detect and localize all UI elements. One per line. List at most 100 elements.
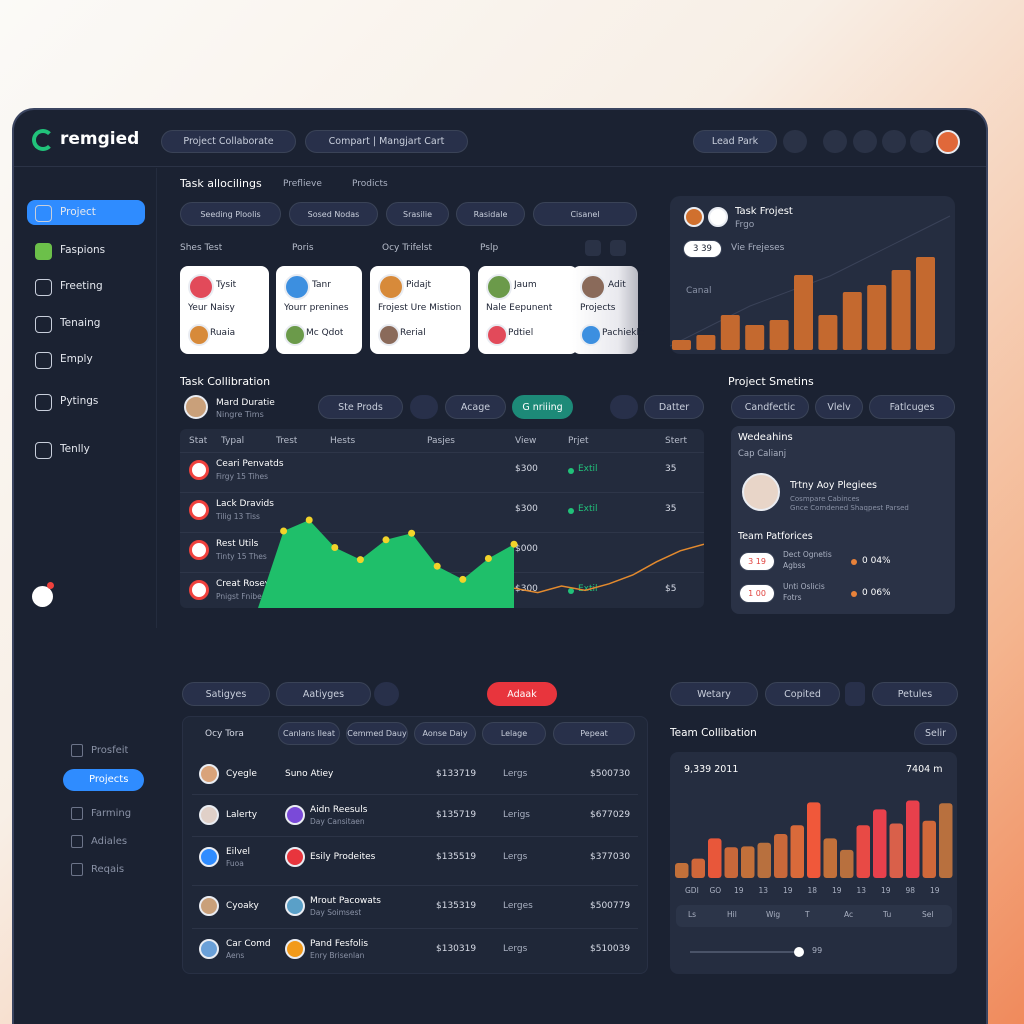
avatar	[708, 207, 728, 227]
header-icon[interactable]	[882, 130, 906, 153]
pager[interactable]	[585, 240, 601, 256]
nav-item[interactable]: Faspions	[27, 238, 145, 263]
nav-item[interactable]: Projects	[63, 769, 144, 791]
nav-item[interactable]: Prosfeit	[63, 740, 144, 762]
toolbar-button[interactable]: Petules	[872, 682, 958, 706]
nav-item[interactable]: Freeting	[27, 274, 145, 299]
avatar	[199, 896, 219, 916]
header-icon[interactable]	[853, 130, 877, 153]
day-label: Ac	[844, 910, 854, 919]
collapse-button[interactable]	[32, 586, 53, 607]
row-status: Extil	[578, 464, 598, 474]
action-button[interactable]: Adaak	[487, 682, 557, 706]
nav-item[interactable]: Tenlly	[27, 437, 145, 462]
filter-chip[interactable]: Cemmed Dauy	[346, 722, 408, 745]
filter-chip[interactable]: Aonse Daiy	[414, 722, 476, 745]
tab[interactable]: Prodicts	[352, 179, 388, 189]
nav-item[interactable]: Adiales	[63, 831, 144, 853]
bar-chart	[675, 800, 953, 878]
filter-chip[interactable]: Sosed Nodas	[289, 202, 378, 226]
avatar	[199, 939, 219, 959]
item-pct: 0 06%	[862, 588, 891, 598]
nav-icon	[35, 205, 52, 222]
item-badge: 1 00	[739, 584, 775, 603]
chart-button[interactable]: Selir	[914, 722, 957, 745]
nav-icon	[35, 442, 52, 459]
area-chart	[258, 516, 704, 608]
task-card[interactable]: Tanr Yourr prenines Mc Qdot	[276, 266, 362, 354]
left-value: 9,339 2011	[684, 764, 739, 775]
status: Lergs	[503, 769, 528, 779]
toolbar-button[interactable]: Fatlcuges	[869, 395, 955, 419]
bar	[720, 315, 740, 350]
nav-icon	[71, 807, 83, 820]
avatar	[188, 324, 210, 346]
bar-chart	[670, 215, 951, 350]
bar	[922, 820, 936, 878]
card-title: Tysit	[216, 280, 237, 290]
nav-item[interactable]: Project	[27, 200, 145, 225]
filter-chip[interactable]: Rasidale	[456, 202, 525, 226]
filter-chip[interactable]: Lelage	[482, 722, 546, 745]
filter-chip[interactable]: Canlans Ileat	[278, 722, 340, 745]
filter-chip[interactable]: Srasilie	[386, 202, 449, 226]
toolbar-button[interactable]: Datter	[644, 395, 704, 419]
filter-chip[interactable]: Pepeat	[553, 722, 635, 745]
icon-button[interactable]	[610, 395, 638, 419]
nav-label: Faspions	[60, 244, 106, 256]
nav-item[interactable]: Emply	[27, 347, 145, 372]
toolbar-button[interactable]: Candfectic	[731, 395, 809, 419]
task-card[interactable]: Adit Projects Pachiekle	[572, 266, 644, 354]
nav-item[interactable]: Reqais	[63, 859, 144, 881]
user-sub: Ningre Tims	[216, 410, 264, 419]
person-line: Gnce Comdened Shaqpest Parsed	[790, 504, 909, 512]
nav-item[interactable]: Pytings	[27, 389, 145, 414]
task-card[interactable]: Tysit Yeur Naisy Ruaia	[180, 266, 269, 354]
row-value: $000	[515, 544, 538, 554]
task-card[interactable]: Jaum Nale Eepunent Pdtiel	[478, 266, 578, 354]
icon-button[interactable]	[410, 395, 438, 419]
filter-chip[interactable]: Cisanel	[533, 202, 637, 226]
pager[interactable]	[610, 240, 626, 256]
header-icon[interactable]	[783, 130, 807, 153]
filter-chip[interactable]: Seeding Ploolis	[180, 202, 281, 226]
nav-label: Projects	[89, 774, 129, 785]
toolbar-button[interactable]: Copited	[765, 682, 840, 706]
nav-item[interactable]: Farming	[63, 803, 144, 825]
toolbar-button[interactable]: Acage	[445, 395, 506, 419]
table-head: Hests	[330, 436, 356, 446]
toolbar-button[interactable]: Vlelv	[815, 395, 863, 419]
header-icon[interactable]	[910, 130, 934, 153]
header-divider	[14, 166, 986, 167]
toolbar-button[interactable]: Ste Prods	[318, 395, 403, 419]
avatar	[285, 805, 305, 825]
logo-icon	[32, 129, 54, 151]
toolbar-button[interactable]: Aatiyges	[276, 682, 371, 706]
icon-button[interactable]	[845, 682, 865, 706]
sidebar-divider	[156, 168, 157, 628]
card-foot: Mc Qdot	[306, 328, 344, 338]
task-card[interactable]: Pidajt Frojest Ure Mistion Rerial	[370, 266, 470, 354]
table-head: Stert	[665, 436, 688, 446]
item-dot	[851, 559, 857, 565]
bar	[889, 823, 903, 878]
row-num: $5	[665, 584, 677, 594]
menu-dropdown[interactable]: Compart | Mangjart Cart	[305, 130, 468, 153]
row-icon	[189, 460, 209, 480]
status-pill[interactable]: Lead Park	[693, 130, 777, 153]
toolbar-button[interactable]: G nriiing	[512, 395, 573, 419]
tab[interactable]: Preflieve	[283, 179, 322, 189]
card-line: Nale Eepunent	[486, 303, 553, 313]
row-sub: Pnigst Fnibec	[216, 592, 266, 601]
icon-button[interactable]	[374, 682, 399, 706]
slider-thumb[interactable]	[794, 947, 804, 957]
toolbar-button[interactable]: Wetary	[670, 682, 758, 706]
menu-dropdown[interactable]: Project Collaborate	[161, 130, 296, 153]
bar	[745, 325, 765, 350]
nav-item[interactable]: Tenaing	[27, 311, 145, 336]
row-name: Creat Rosevnt	[216, 579, 280, 589]
member-name: Eilvel	[226, 847, 251, 857]
header-icon[interactable]	[823, 130, 847, 153]
toolbar-button[interactable]: Satigyes	[182, 682, 270, 706]
card-foot: Pdtiel	[508, 328, 534, 338]
